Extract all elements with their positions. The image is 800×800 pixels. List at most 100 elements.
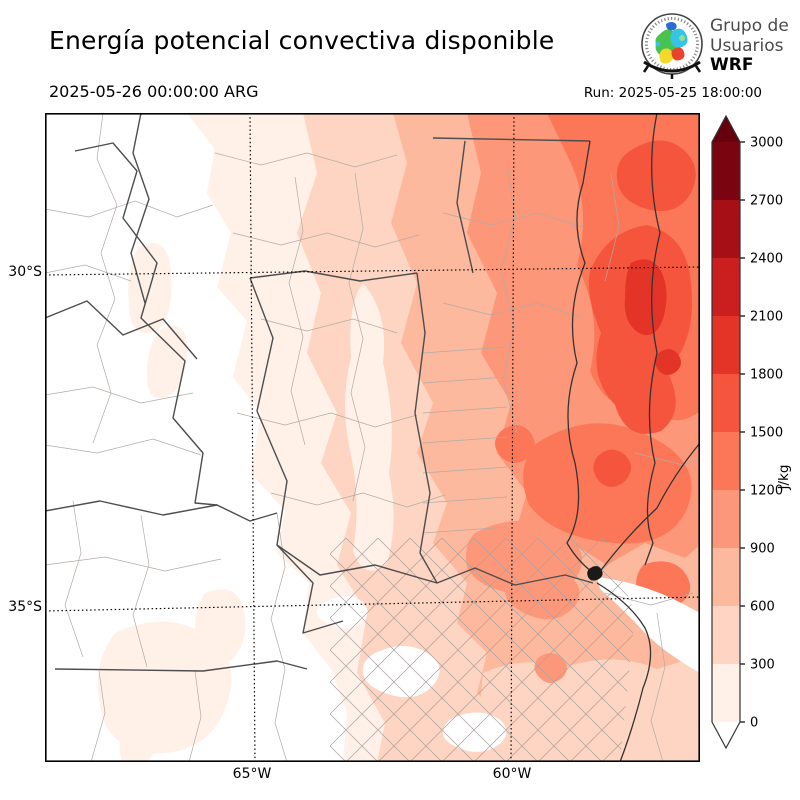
province-boundaries [45, 113, 594, 672]
colorbar-unit-label: J/kg [776, 465, 792, 491]
department-boundary-line [330, 538, 571, 762]
colorbar-ticks: 0 300 600 900 1200 1500 1800 2100 2400 2700 3000 [740, 136, 783, 731]
lat-tick-35S: 35°S [8, 599, 42, 615]
lon-tick-65W: 65°W [232, 766, 272, 782]
run-time-label: Run: 2025-05-25 18:00:00 [583, 85, 762, 101]
department-boundary-line [422, 406, 508, 414]
parana-river [566, 140, 598, 576]
cape-contour-level-0 [195, 589, 246, 665]
colorbar-segment-1800-2100 [712, 316, 740, 374]
colorbar-segment-2400-2700 [712, 200, 740, 258]
atlantic-coast [596, 582, 652, 762]
colorbar-tick-label-0: 0 [750, 716, 758, 731]
santa-fe-grid [422, 346, 508, 534]
colorbar-segment-900-1200 [712, 490, 740, 548]
department-boundary-line [409, 538, 635, 762]
cape-contour-level-0 [146, 326, 188, 398]
colorbar-segment-0-300 [712, 664, 740, 722]
department-boundary-line [422, 526, 508, 534]
cape-contour-level-6 [624, 259, 667, 336]
wrf-logo: Grupo de Usuarios WRF [630, 6, 790, 82]
colorbar-tick-label-600: 600 [750, 600, 775, 615]
meridian-60W [510, 113, 515, 762]
meridian-65W [249, 113, 256, 762]
department-boundary-line [422, 466, 508, 474]
map-frame [45, 113, 700, 762]
logo-laurel-tips [642, 65, 702, 79]
colorbar-outline [711, 114, 741, 750]
wrf-logo-graphic: Grupo de Usuarios WRF [641, 13, 789, 79]
valid-time-label: 2025-05-26 00:00:00 ARG [49, 82, 259, 101]
lat-tick-30S: 30°S [8, 264, 42, 280]
colorbar-tick-label-1200: 1200 [750, 484, 783, 499]
estuary-north-shore [596, 442, 700, 576]
cape-contour-level--1 [362, 646, 440, 698]
department-boundary-line [422, 376, 508, 384]
department-boundary-line [489, 538, 635, 762]
colorbar: 0 300 600 900 1200 1500 1800 2100 2400 2700 3000 J… [711, 114, 792, 750]
parallel-30S [45, 266, 700, 276]
department-boundary-line [422, 496, 508, 504]
cape-contour-level-3 [534, 653, 567, 683]
buenos-aires-lattice [330, 538, 635, 762]
cape-contour-level-0 [97, 621, 232, 754]
department-boundary-line [330, 538, 475, 762]
colorbar-tick-label-300: 300 [750, 658, 775, 673]
cape-contour-level-5 [593, 449, 631, 487]
page-title: Energía potencial convectiva disponible [49, 26, 555, 55]
department-boundaries [45, 113, 700, 762]
colorbar-tick-label-2100: 2100 [750, 310, 783, 325]
department-boundary-line [330, 538, 459, 762]
cape-contour-level-6 [655, 349, 681, 375]
colorbar-segment-2700-3000 [712, 142, 740, 200]
colorbar-segment-1200-1500 [712, 432, 740, 490]
department-boundary-line [330, 538, 491, 762]
cape-contour-level-3 [505, 564, 580, 620]
colorbar-segment-2100-2400 [712, 258, 740, 316]
logo-line1: Grupo de [710, 16, 789, 36]
graticule [45, 113, 700, 762]
colorbar-tick-label-2400: 2400 [750, 252, 783, 267]
department-boundary-line [393, 538, 635, 762]
department-boundary-line [422, 436, 508, 444]
department-boundary-line [330, 538, 523, 762]
department-boundary-line [330, 538, 411, 762]
department-boundary-line [330, 538, 379, 762]
logo-text-ring [645, 17, 699, 71]
department-boundary-line [330, 538, 555, 762]
logo-line2: Usuarios [710, 36, 784, 56]
cape-contour-level-5 [616, 140, 696, 211]
colorbar-tick-label-1500: 1500 [750, 426, 783, 441]
department-boundary-line [330, 538, 395, 762]
rivers-and-coastline [566, 113, 700, 762]
department-boundary-line [377, 538, 619, 762]
colorbar-segment-600-900 [712, 548, 740, 606]
department-boundary-line [553, 538, 635, 762]
department-boundary-line [441, 538, 635, 762]
department-boundary-line [569, 538, 635, 762]
department-boundary-line [473, 538, 635, 762]
colorbar-tick-label-2700: 2700 [750, 194, 783, 209]
department-boundary-line [505, 538, 635, 762]
colorbar-over-arrow [712, 116, 740, 142]
department-boundary-line [422, 346, 508, 354]
colorbar-tick-label-3000: 3000 [750, 136, 783, 151]
department-boundary-line [521, 538, 635, 762]
cape-contour-level-4 [495, 425, 535, 463]
logo-line3: WRF [710, 55, 753, 75]
cape-contour-level-0 [119, 722, 155, 762]
uruguay-river [644, 113, 661, 566]
colorbar-tick-label-1800: 1800 [750, 368, 783, 383]
colorbar-tick-label-900: 900 [750, 542, 775, 557]
logo-model-art [655, 22, 688, 64]
colorbar-segments [712, 116, 740, 748]
cape-contour-level--1 [442, 712, 507, 752]
map-canvas [45, 113, 700, 762]
colorbar-segment-1500-1800 [712, 374, 740, 432]
department-boundary-line [345, 538, 587, 762]
department-boundary-line [330, 538, 507, 762]
department-boundary-line [330, 538, 427, 762]
parallel-35S [45, 596, 700, 612]
cape-contour-level--1 [316, 596, 368, 629]
colorbar-under-arrow [712, 722, 740, 748]
